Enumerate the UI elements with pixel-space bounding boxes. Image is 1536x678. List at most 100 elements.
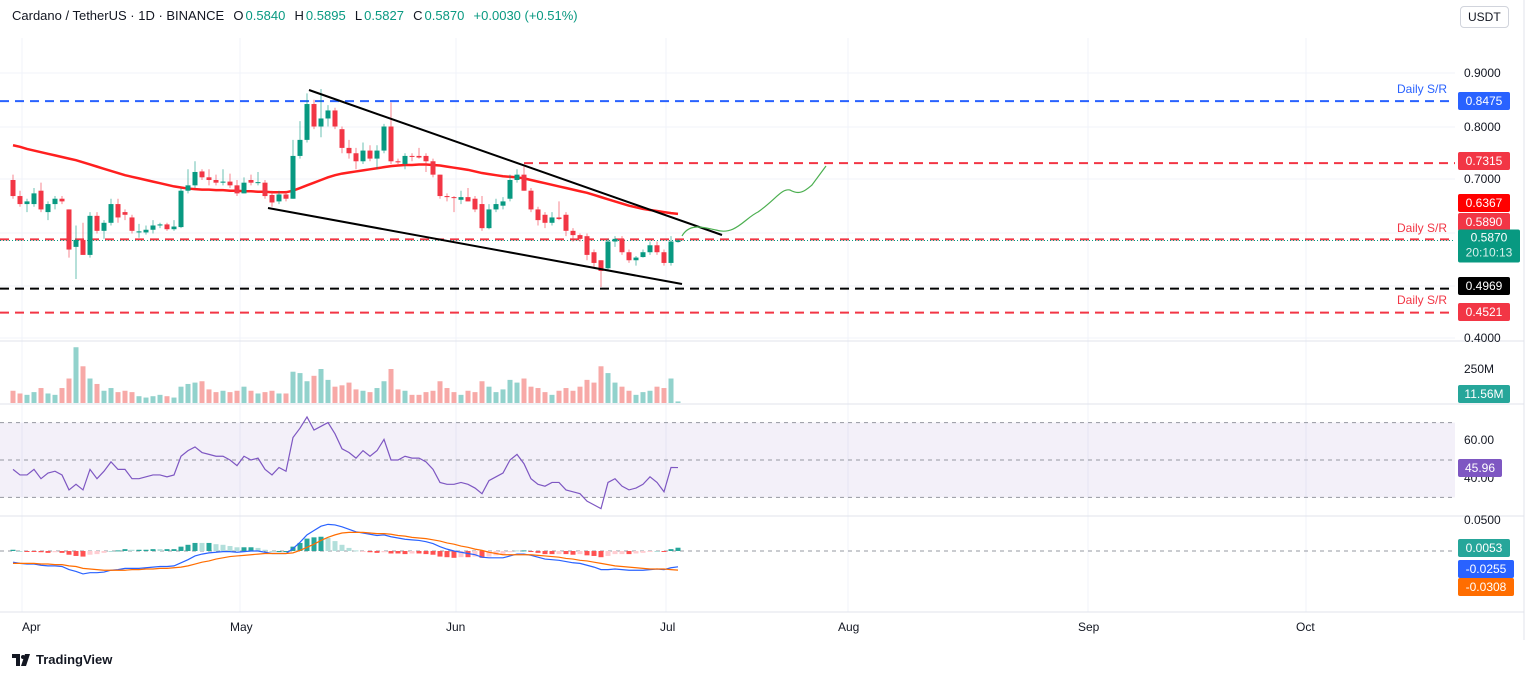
candle-body: [185, 185, 191, 191]
macd-histogram-bar: [339, 544, 345, 551]
candle-body: [234, 185, 240, 194]
volume-bar: [248, 390, 254, 403]
macd-histogram-bar: [486, 551, 492, 557]
volume-bar: [304, 381, 310, 403]
candle-body: [584, 236, 590, 255]
macd-histogram-bar: [164, 549, 170, 551]
volume-bar: [626, 390, 632, 403]
tradingview-logo-icon: [12, 653, 30, 666]
volume-bar: [199, 381, 205, 403]
macd-histogram-bar: [52, 551, 58, 553]
volume-bar: [234, 390, 240, 403]
volume-bar: [101, 390, 107, 403]
candle-body: [591, 252, 597, 263]
volume-bar: [437, 381, 443, 403]
candle-body: [290, 155, 296, 199]
volume-bar: [213, 392, 219, 403]
tradingview-logo[interactable]: TradingView: [12, 652, 112, 667]
candle-body: [45, 204, 51, 213]
volume-bar: [507, 379, 513, 403]
volume-bar: [115, 392, 121, 403]
volume-bar: [675, 401, 681, 403]
macd-histogram-bar: [220, 544, 226, 551]
candle-body: [80, 239, 86, 255]
candle-body: [360, 150, 366, 162]
volume-bar: [52, 394, 58, 403]
volume-bar: [164, 396, 170, 403]
candle-body: [598, 260, 604, 271]
volume-bar: [94, 383, 100, 403]
candle-body: [472, 198, 478, 210]
volume-bar: [73, 347, 79, 403]
symbol-title[interactable]: Cardano / TetherUS · 1D · BINANCE: [12, 8, 225, 23]
candle-body: [213, 180, 219, 183]
volume-bar: [59, 388, 65, 403]
candle-body: [507, 180, 513, 199]
volume-bar: [80, 366, 86, 403]
volume-bar: [157, 394, 163, 403]
volume-bar: [38, 388, 44, 403]
macd-histogram-bar: [619, 551, 625, 555]
candle-body: [325, 110, 331, 119]
macd-histogram-bar: [542, 551, 548, 555]
volume-bar: [346, 382, 352, 403]
wedge-lower-trendline: [267, 207, 683, 285]
macd-histogram-bar: [325, 537, 331, 551]
volume-tag: 11.56M: [1458, 385, 1510, 403]
macd-histogram-bar: [605, 551, 611, 556]
volume-bar: [661, 388, 667, 403]
macd-line: [12, 523, 679, 575]
volume-bar: [129, 392, 135, 403]
candle-body: [353, 153, 359, 162]
macd-histogram-bar: [157, 549, 163, 551]
macd-histogram-bar: [668, 549, 674, 551]
signal-tag: -0.0308: [1458, 578, 1514, 596]
candle-body: [451, 197, 457, 199]
macd-histogram-bar: [122, 549, 128, 551]
volume-bar: [556, 390, 562, 403]
volume-bar: [654, 386, 660, 403]
volume-bar: [353, 389, 359, 403]
macd-histogram-bar: [577, 551, 583, 555]
macd-histogram-bar: [24, 551, 30, 552]
price-tick: 0.7000: [1464, 172, 1501, 186]
volume-bar: [374, 388, 380, 403]
candle-body: [612, 238, 618, 242]
resistance-tag: 0.7315: [1458, 152, 1510, 170]
candle-body: [479, 204, 485, 229]
currency-button[interactable]: USDT: [1460, 6, 1509, 28]
macd-histogram-bar: [409, 551, 415, 554]
candle-body: [122, 212, 128, 215]
candle-body: [136, 231, 142, 233]
macd-histogram-bar: [570, 551, 576, 555]
macd-histogram-bar: [178, 546, 184, 551]
last-price-tag: 0.5870 20:10:13: [1458, 229, 1520, 263]
macd-histogram-bar: [227, 546, 233, 551]
support-tag: 0.4969: [1458, 277, 1510, 295]
candle-body: [164, 224, 170, 230]
candle-body: [206, 177, 212, 180]
sr-mid-tag: 0.5890: [1458, 213, 1510, 231]
candle-body: [66, 209, 72, 250]
volume-bar: [178, 386, 184, 403]
open-value: 0.5840: [245, 8, 286, 23]
volume-bar: [192, 382, 198, 403]
macd-histogram-bar: [10, 549, 16, 551]
candle-body: [381, 126, 387, 151]
candle-body: [668, 241, 674, 263]
macd-histogram-bar: [150, 549, 156, 551]
macd-histogram-bar: [591, 551, 597, 556]
time-tick: Aug: [838, 620, 860, 634]
macd-histogram-bar: [192, 542, 198, 551]
macd-hist-tag: 0.0053: [1458, 539, 1510, 557]
volume-bar: [87, 378, 93, 403]
macd-histogram-bar: [66, 551, 72, 555]
price-tick: 0.9000: [1464, 66, 1501, 80]
candle-body: [437, 174, 443, 197]
candle-body: [31, 193, 37, 205]
candle-body: [10, 180, 16, 197]
candle-body: [570, 230, 576, 236]
volume-bar: [325, 379, 331, 403]
volume-bar: [514, 382, 520, 403]
